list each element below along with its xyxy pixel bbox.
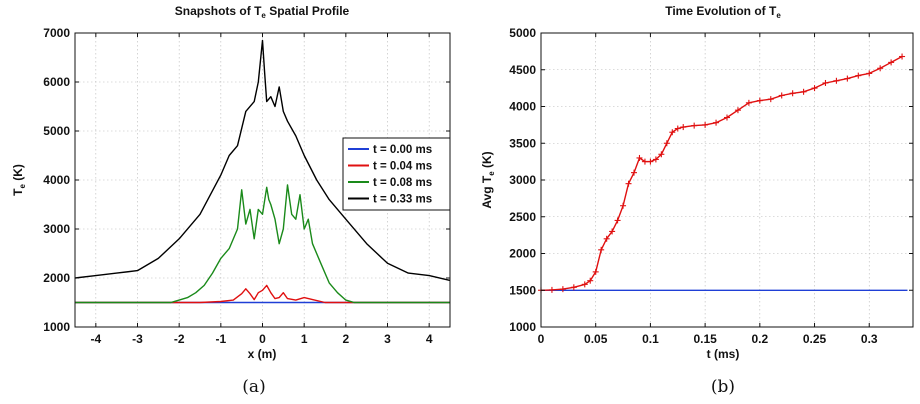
chart-a-legend: t = 0.00 ms t = 0.04 ms t = 0.08 ms t = 0.3… xyxy=(342,137,451,211)
data-point-marker xyxy=(888,59,895,66)
chart-a-ylabel: Te (K) xyxy=(11,164,27,196)
series-line-1 xyxy=(540,55,903,291)
x-tick-label: 0.2 xyxy=(751,332,768,346)
x-tick-label: -4 xyxy=(90,332,101,346)
time-evolution-chart: Time Evolution of Te 0 0.05 0.1 0.15 0.2 0.25… xyxy=(480,4,914,397)
data-point-marker xyxy=(652,156,659,163)
y-tick-label: 3000 xyxy=(509,173,536,187)
data-point-marker xyxy=(833,77,840,84)
data-point-marker xyxy=(581,281,588,288)
data-point-marker xyxy=(620,202,627,209)
x-tick-label: 0 xyxy=(259,332,266,346)
chart-b-ylabel: Avg Te (K) xyxy=(480,151,496,208)
y-tick-label: 1000 xyxy=(509,320,536,334)
y-tick-label: 3000 xyxy=(43,222,70,236)
data-point-marker xyxy=(877,65,884,72)
spatial-profile-chart: Snapshots of Te Spatial Profile -4 -3 -2 -1… xyxy=(11,4,451,397)
x-tick-label: 0.05 xyxy=(584,332,608,346)
y-tick-label: 4000 xyxy=(43,173,70,187)
chart-a-series xyxy=(74,39,451,304)
y-tick-label: 4500 xyxy=(509,63,536,77)
data-point-marker xyxy=(778,92,785,99)
data-point-marker xyxy=(767,96,774,103)
data-point-marker xyxy=(598,246,605,253)
data-point-marker xyxy=(669,129,676,136)
data-point-marker xyxy=(822,79,829,86)
chart-b-caption: (b) xyxy=(711,377,735,397)
data-point-marker xyxy=(587,277,594,284)
data-point-marker xyxy=(570,284,577,291)
data-point-marker xyxy=(631,169,637,176)
chart-b-title: Time Evolution of Te xyxy=(665,4,781,20)
chart-b-grid xyxy=(540,32,913,328)
x-tick-label: 0 xyxy=(538,332,545,346)
chart-a-xlabel: x (m) xyxy=(248,347,277,361)
y-tick-label: 3500 xyxy=(509,136,536,150)
data-point-marker xyxy=(691,122,698,129)
x-tick-label: 0.3 xyxy=(861,332,878,346)
y-tick-label: 1500 xyxy=(509,283,536,297)
data-point-marker xyxy=(844,75,851,82)
data-point-marker xyxy=(855,72,862,79)
chart-b-xlabel: t (ms) xyxy=(707,347,740,361)
data-point-marker xyxy=(899,53,906,60)
y-tick-label: 7000 xyxy=(43,26,70,40)
chart-a-title: Snapshots of Te Spatial Profile xyxy=(175,4,350,20)
data-point-marker xyxy=(811,85,818,92)
data-point-marker xyxy=(734,107,741,114)
data-point-marker xyxy=(674,125,681,132)
legend-entry-label: t = 0.04 ms xyxy=(373,161,432,173)
x-tick-label: 4 xyxy=(426,332,433,346)
data-point-marker xyxy=(641,158,648,165)
series-line-2 xyxy=(75,184,450,304)
data-point-marker xyxy=(756,97,763,104)
y-tick-label: 1000 xyxy=(43,320,70,334)
legend-entry-label: t = 0.08 ms xyxy=(373,177,432,189)
chart-b-series xyxy=(538,53,908,294)
x-tick-label: 0.1 xyxy=(642,332,659,346)
data-point-marker xyxy=(866,70,873,77)
data-point-marker xyxy=(614,217,621,224)
y-tick-label: 2000 xyxy=(509,247,536,261)
data-point-marker xyxy=(702,121,709,128)
data-point-marker xyxy=(625,180,632,187)
legend-entry-label: t = 0.33 ms xyxy=(373,194,432,206)
x-tick-label: 0.25 xyxy=(803,332,827,346)
chart-a-ticks: -4 -3 -2 -1 0 1 2 3 4 1000 2000 3000 4000 5000 6000 700… xyxy=(43,26,450,346)
y-tick-label: 6000 xyxy=(43,75,70,89)
x-tick-label: 0.15 xyxy=(693,332,717,346)
data-point-marker xyxy=(592,268,599,275)
data-point-marker xyxy=(800,88,807,95)
y-tick-label: 4000 xyxy=(509,100,536,114)
data-point-marker xyxy=(647,158,654,165)
chart-b-ticks: 0 0.05 0.1 0.15 0.2 0.25 0.3 1000 1500 2000 2500 30… xyxy=(509,26,913,346)
data-point-marker xyxy=(548,286,555,293)
chart-a-caption: (a) xyxy=(242,377,265,397)
data-point-marker xyxy=(724,114,730,121)
x-tick-label: -2 xyxy=(174,332,185,346)
y-tick-label: 2500 xyxy=(509,210,536,224)
data-point-marker xyxy=(636,154,643,161)
data-point-marker xyxy=(680,124,687,131)
data-point-marker xyxy=(713,119,720,126)
x-tick-label: 1 xyxy=(301,332,308,346)
x-tick-label: 3 xyxy=(384,332,391,346)
data-point-marker xyxy=(609,228,616,235)
y-tick-label: 5000 xyxy=(509,26,536,40)
y-tick-label: 2000 xyxy=(43,271,70,285)
legend-entry-label: t = 0.00 ms xyxy=(373,144,432,156)
data-point-marker xyxy=(658,151,665,158)
y-tick-label: 5000 xyxy=(43,124,70,138)
data-point-marker xyxy=(663,140,670,147)
x-tick-label: -1 xyxy=(215,332,226,346)
data-point-marker xyxy=(559,286,566,293)
x-tick-label: 2 xyxy=(342,332,349,346)
data-point-marker xyxy=(745,99,752,106)
data-point-marker xyxy=(789,90,796,97)
data-point-marker xyxy=(603,235,610,242)
series-line-1 xyxy=(75,284,450,304)
series-line-3 xyxy=(74,39,451,282)
x-tick-label: -3 xyxy=(132,332,143,346)
